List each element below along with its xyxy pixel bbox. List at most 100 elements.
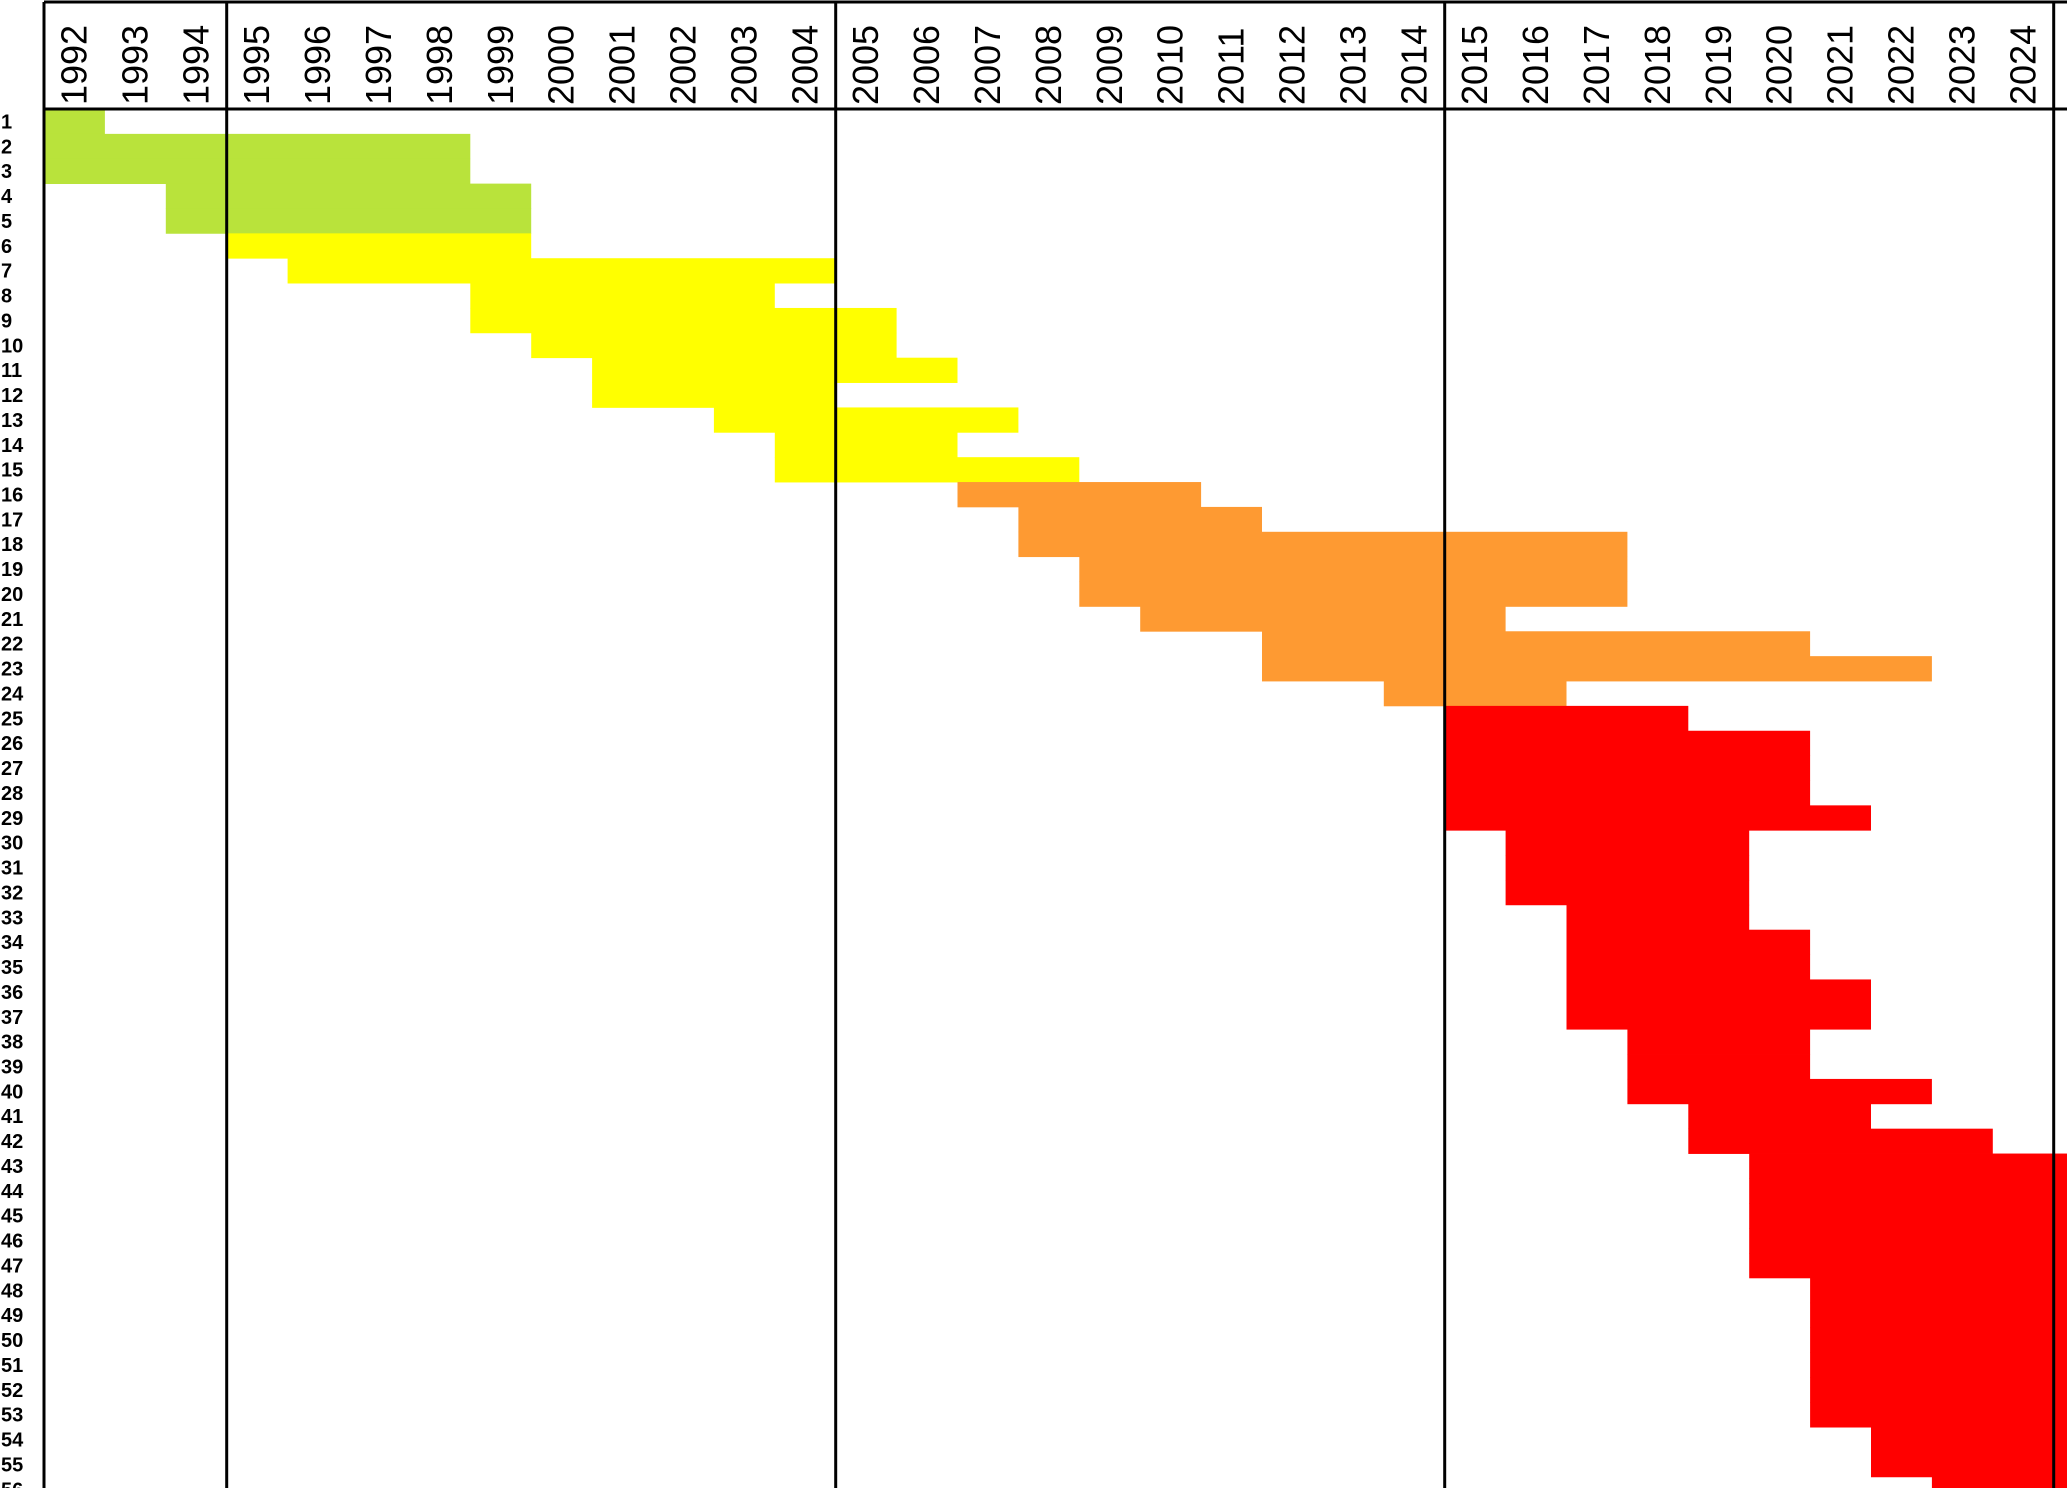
- row-label-left-7: 7: [1, 261, 12, 283]
- row-label-left-56: 56: [1, 1479, 23, 1488]
- bar-row-44: [1749, 1178, 2067, 1204]
- row-label-left-27: 27: [1, 758, 23, 780]
- bar-row-6: [226, 233, 532, 259]
- grid-layer: [42, 0, 2067, 1488]
- row-label-left-17: 17: [1, 509, 23, 531]
- year-label-2008: 2008: [1028, 25, 1069, 105]
- row-label-left-19: 19: [1, 559, 23, 581]
- year-label-2023: 2023: [1941, 25, 1982, 105]
- bar-row-35: [1566, 954, 1811, 980]
- row-label-left-43: 43: [1, 1156, 23, 1178]
- bar-row-1: [44, 109, 105, 135]
- year-label-2000: 2000: [541, 25, 582, 105]
- bar-row-10: [531, 332, 897, 359]
- year-label-2022: 2022: [1880, 25, 1921, 105]
- bar-row-53: [1810, 1402, 2067, 1428]
- row-label-left-51: 51: [1, 1355, 23, 1377]
- row-label-left-30: 30: [1, 833, 23, 855]
- bar-row-8: [470, 283, 775, 309]
- bar-row-30: [1505, 830, 1750, 856]
- row-label-left-44: 44: [1, 1181, 24, 1203]
- bar-row-47: [1749, 1253, 2067, 1279]
- year-label-2013: 2013: [1332, 25, 1373, 105]
- bar-row-26: [1444, 730, 1811, 757]
- row-label-left-46: 46: [1, 1231, 23, 1253]
- row-label-left-32: 32: [1, 882, 23, 904]
- row-label-left-52: 52: [1, 1380, 23, 1402]
- bar-row-40: [1627, 1078, 1932, 1105]
- year-label-2020: 2020: [1759, 25, 1800, 105]
- year-label-2018: 2018: [1637, 25, 1678, 105]
- bar-row-55: [1871, 1451, 2067, 1478]
- bar-row-18: [1018, 531, 1628, 558]
- row-label-left-36: 36: [1, 982, 23, 1004]
- row-label-left-39: 39: [1, 1056, 23, 1078]
- bar-row-28: [1444, 780, 1811, 806]
- row-label-left-5: 5: [1, 211, 12, 233]
- row-label-left-22: 22: [1, 634, 23, 656]
- year-label-2007: 2007: [967, 25, 1008, 105]
- year-label-2019: 2019: [1698, 25, 1739, 105]
- year-label-2004: 2004: [784, 25, 825, 105]
- row-label-left-42: 42: [1, 1131, 23, 1153]
- bar-row-9: [470, 307, 897, 334]
- year-label-2015: 2015: [1454, 25, 1495, 105]
- row-label-left-40: 40: [1, 1081, 23, 1103]
- year-label-1995: 1995: [236, 25, 277, 105]
- row-label-left-21: 21: [1, 609, 23, 631]
- row-label-left-35: 35: [1, 957, 23, 979]
- row-label-left-11: 11: [1, 360, 22, 382]
- year-label-2011: 2011: [1211, 28, 1252, 105]
- bar-row-5: [165, 208, 532, 234]
- year-labels-layer: 1992 1993 1994 1995 1996 1997 1998 1999 2000 2001…: [53, 25, 2067, 105]
- row-label-left-29: 29: [1, 808, 23, 830]
- row-label-left-23: 23: [1, 659, 23, 681]
- left-labels-layer: 1234567891011121314151617181920212223242…: [1, 111, 24, 1488]
- row-label-left-3: 3: [1, 161, 12, 183]
- row-label-left-1: 1: [1, 111, 12, 133]
- year-label-2001: 2001: [602, 25, 643, 105]
- bar-row-3: [44, 158, 471, 185]
- bar-row-17: [1018, 506, 1262, 533]
- row-label-left-4: 4: [1, 186, 13, 208]
- row-label-left-13: 13: [1, 410, 23, 432]
- bar-row-11: [592, 357, 958, 383]
- row-label-left-47: 47: [1, 1255, 23, 1277]
- year-label-2017: 2017: [1576, 25, 1617, 105]
- row-label-left-20: 20: [1, 584, 23, 606]
- bar-row-43: [1749, 1153, 2067, 1179]
- bar-row-49: [1810, 1302, 2067, 1329]
- bar-row-56: [1931, 1476, 2067, 1488]
- row-label-left-12: 12: [1, 385, 23, 407]
- bar-row-41: [1688, 1103, 1871, 1130]
- bar-row-7: [287, 258, 836, 284]
- row-label-left-54: 54: [1, 1430, 24, 1452]
- bar-row-29: [1444, 805, 1871, 831]
- row-label-left-24: 24: [1, 683, 24, 705]
- row-label-left-34: 34: [1, 932, 24, 954]
- row-label-left-10: 10: [1, 335, 23, 357]
- bar-row-39: [1627, 1054, 1811, 1080]
- bar-row-14: [774, 432, 958, 458]
- year-label-1996: 1996: [297, 25, 338, 105]
- bar-row-22: [1262, 631, 1811, 657]
- year-label-2016: 2016: [1515, 25, 1556, 105]
- row-label-left-25: 25: [1, 708, 23, 730]
- bar-row-25: [1444, 705, 1689, 732]
- row-label-left-41: 41: [1, 1106, 23, 1128]
- year-label-2006: 2006: [906, 25, 947, 105]
- row-label-left-14: 14: [1, 435, 24, 457]
- row-label-left-31: 31: [1, 858, 23, 880]
- bar-row-2: [44, 133, 471, 160]
- row-label-left-48: 48: [1, 1280, 23, 1302]
- year-label-1993: 1993: [114, 25, 155, 105]
- year-label-1994: 1994: [175, 25, 216, 105]
- bar-row-51: [1810, 1352, 2067, 1378]
- bar-row-38: [1627, 1029, 1811, 1055]
- year-label-2002: 2002: [662, 25, 703, 105]
- year-label-2025: 2025: [2063, 25, 2067, 105]
- bar-row-32: [1505, 879, 1750, 906]
- row-label-left-18: 18: [1, 534, 23, 556]
- row-label-left-2: 2: [1, 136, 12, 158]
- bar-row-21: [1140, 606, 1506, 632]
